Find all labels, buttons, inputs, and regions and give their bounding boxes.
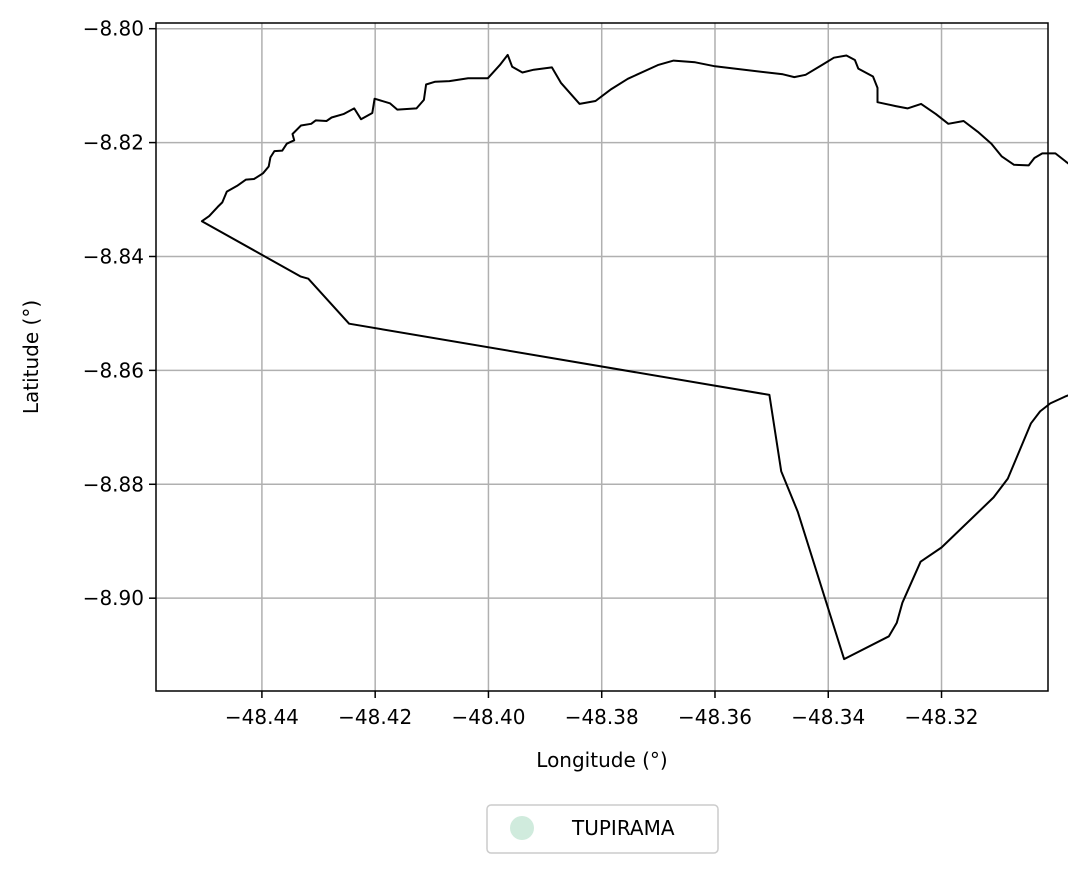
x-tick-label: −48.38 <box>565 705 639 729</box>
y-axis-ticks: −8.80 −8.82 −8.84 −8.86 −8.88 −8.90 <box>83 17 156 610</box>
x-tick-label: −48.42 <box>338 705 412 729</box>
y-tick-label: −8.90 <box>83 586 144 610</box>
municipality-boundary <box>200 53 1068 661</box>
x-axis-label: Longitude (°) <box>536 748 667 772</box>
x-tick-label: −48.40 <box>451 705 525 729</box>
x-tick-label: −48.32 <box>905 705 979 729</box>
legend-box <box>486 804 719 854</box>
y-tick-label: −8.86 <box>83 358 144 382</box>
legend-label-tupirama: TUPIRAMA <box>571 816 675 840</box>
legend-marker-tupirama <box>510 816 534 840</box>
y-tick-label: −8.84 <box>83 244 144 268</box>
x-tick-label: −48.34 <box>791 705 865 729</box>
y-axis-label: Latitude (°) <box>19 300 43 414</box>
x-axis-ticks: −48.44 −48.42 −48.40 −48.38 −48.36 −48.34 −48.… <box>225 691 979 729</box>
y-tick-label: −8.80 <box>83 17 144 41</box>
legend: TUPIRAMA <box>486 804 719 854</box>
polygon-layer <box>200 53 1068 661</box>
y-tick-label: −8.88 <box>83 472 144 496</box>
x-tick-label: −48.44 <box>225 705 299 729</box>
grid-lines <box>156 23 1048 691</box>
x-tick-label: −48.36 <box>678 705 752 729</box>
y-tick-label: −8.82 <box>83 131 144 155</box>
